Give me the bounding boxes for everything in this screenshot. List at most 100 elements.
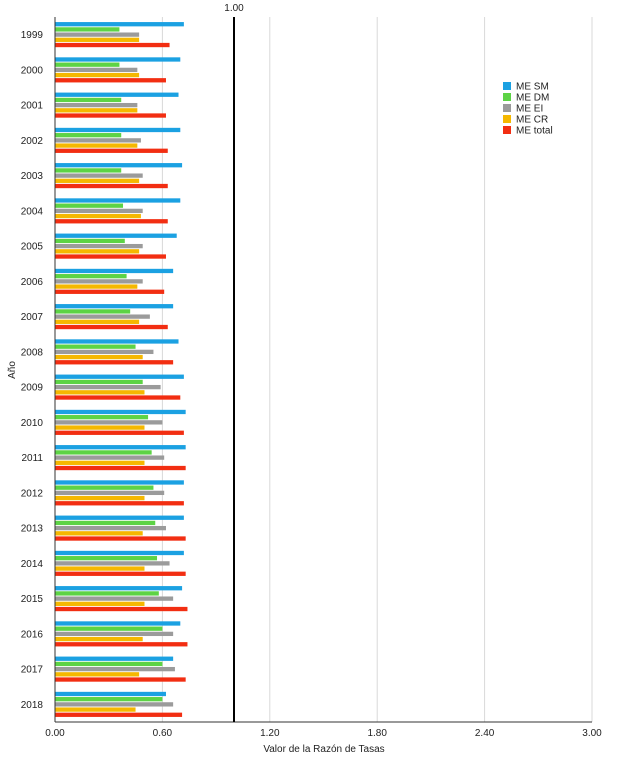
y-tick-label-2005: 2005 <box>21 242 44 253</box>
bar-me-dm-2011 <box>55 450 152 455</box>
bar-me-dm-2016 <box>55 626 163 631</box>
bar-me-total-2003 <box>55 183 168 189</box>
bar-me-dm-2017 <box>55 661 163 667</box>
bar-me-ei-2016 <box>55 631 174 637</box>
bar-me-ei-2011 <box>55 455 165 460</box>
bar-me-ei-2009 <box>55 384 161 390</box>
bar-me-sm-2015 <box>55 586 183 591</box>
bar-me-ei-2012 <box>55 490 165 496</box>
bar-me-sm-2018 <box>55 691 166 697</box>
y-tick-label-2008: 2008 <box>21 347 44 358</box>
y-tick-label-2007: 2007 <box>21 312 44 323</box>
bar-me-cr-2012 <box>55 495 145 501</box>
y-axis-title: Año <box>7 361 18 379</box>
y-tick-label-2002: 2002 <box>21 136 44 147</box>
bars <box>55 22 188 717</box>
grid-lines <box>161 17 593 722</box>
legend-swatch-me-sm <box>503 82 511 90</box>
bar-me-sm-2005 <box>55 233 177 238</box>
bar-me-total-2017 <box>55 677 186 682</box>
bar-me-cr-2003 <box>55 178 140 183</box>
bar-me-ei-2017 <box>55 666 175 672</box>
bar-me-dm-2015 <box>55 591 159 596</box>
bar-me-cr-2010 <box>55 425 145 430</box>
bar-me-cr-2001 <box>55 108 138 113</box>
bar-me-ei-2008 <box>55 349 154 355</box>
bar-me-total-2018 <box>55 712 183 717</box>
bar-me-sm-2000 <box>55 57 181 62</box>
bar-me-total-2015 <box>55 606 188 612</box>
reference-line-group: 1.00 <box>224 3 244 722</box>
bar-me-sm-2009 <box>55 374 184 379</box>
legend-label-me-ei: ME EI <box>516 104 543 115</box>
bar-me-ei-2004 <box>55 208 143 214</box>
x-tick-label-0: 0.00 <box>45 728 65 739</box>
bar-me-cr-2013 <box>55 531 143 536</box>
reference-line-label: 1.00 <box>224 3 244 14</box>
bar-me-sm-2017 <box>55 656 174 661</box>
bar-me-cr-2007 <box>55 319 140 324</box>
bar-me-dm-2006 <box>55 274 127 279</box>
bar-me-sm-2007 <box>55 304 174 309</box>
bar-me-total-2014 <box>55 571 186 576</box>
bar-me-cr-2014 <box>55 566 145 571</box>
y-tick-label-2013: 2013 <box>21 524 44 535</box>
legend-label-me-dm: ME DM <box>516 93 549 104</box>
bar-me-sm-2016 <box>55 621 181 626</box>
bar-me-total-2013 <box>55 536 186 541</box>
bar-me-total-2006 <box>55 289 165 294</box>
y-tick-label-2001: 2001 <box>21 101 44 112</box>
y-tick-label-2004: 2004 <box>21 206 44 217</box>
bar-me-dm-2012 <box>55 485 154 490</box>
bar-me-dm-2002 <box>55 133 122 138</box>
x-tick-label-1: 0.60 <box>153 728 173 739</box>
y-tick-label-1999: 1999 <box>21 30 44 41</box>
bar-me-dm-2000 <box>55 62 120 67</box>
bar-me-total-2016 <box>55 642 188 647</box>
bar-me-ei-2010 <box>55 420 163 425</box>
bar-me-sm-2003 <box>55 163 183 168</box>
bar-me-sm-1999 <box>55 22 184 27</box>
legend-label-me-cr: ME CR <box>516 115 548 126</box>
legend-swatch-me-dm <box>503 93 511 101</box>
bar-me-sm-2008 <box>55 339 179 344</box>
bar-me-cr-1999 <box>55 37 140 42</box>
bar-me-total-2005 <box>55 254 166 259</box>
bar-me-ei-2001 <box>55 102 138 108</box>
legend-label-me-total: ME total <box>516 126 553 137</box>
bar-me-cr-2016 <box>55 636 143 642</box>
bar-me-dm-2003 <box>55 168 122 173</box>
bar-me-sm-2012 <box>55 480 184 485</box>
bar-me-cr-2006 <box>55 284 138 289</box>
tick-labels: 0.00 0.60 1.20 1.80 2.40 3.00 1999 2000 2001 2002… <box>21 30 602 739</box>
bar-me-sm-2013 <box>55 515 184 520</box>
bar-me-sm-2010 <box>55 409 186 415</box>
bar-me-dm-2008 <box>55 344 136 349</box>
bar-me-dm-2001 <box>55 97 122 103</box>
y-tick-label-2011: 2011 <box>21 453 43 464</box>
axes <box>54 17 592 723</box>
bar-me-sm-2004 <box>55 198 181 203</box>
bar-me-ei-1999 <box>55 32 140 37</box>
bar-me-dm-2013 <box>55 520 156 526</box>
bar-me-cr-2017 <box>55 672 140 677</box>
bar-me-ei-2003 <box>55 173 143 178</box>
y-tick-label-2018: 2018 <box>21 700 44 711</box>
bar-me-dm-2009 <box>55 379 143 385</box>
bar-me-dm-2004 <box>55 203 124 208</box>
bar-me-sm-2002 <box>55 127 181 133</box>
bar-me-sm-2001 <box>55 92 179 97</box>
bar-me-sm-2011 <box>55 445 186 450</box>
bar-me-total-2012 <box>55 501 184 506</box>
x-axis-title: Valor de la Razón de Tasas <box>263 744 384 755</box>
bar-me-dm-2018 <box>55 697 163 702</box>
bar-me-ei-2014 <box>55 561 170 566</box>
bar-me-sm-2006 <box>55 268 174 274</box>
bar-me-sm-2014 <box>55 550 184 556</box>
bar-me-ei-2013 <box>55 525 166 531</box>
bar-me-total-2004 <box>55 219 168 224</box>
bar-me-cr-2000 <box>55 72 140 78</box>
x-tick-label-5: 3.00 <box>582 728 602 739</box>
bar-me-total-2002 <box>55 148 168 153</box>
